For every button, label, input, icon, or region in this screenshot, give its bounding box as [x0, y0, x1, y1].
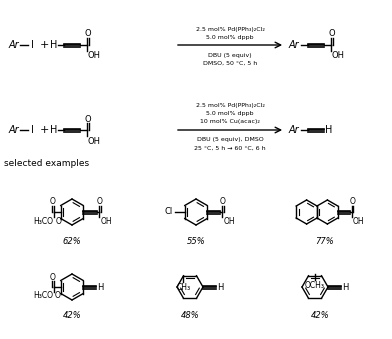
Text: O: O: [220, 198, 226, 206]
Text: I: I: [31, 40, 33, 50]
Text: H₃CO: H₃CO: [34, 217, 54, 225]
Text: O: O: [328, 29, 335, 39]
Text: Ar: Ar: [289, 40, 299, 50]
Text: H: H: [50, 40, 58, 50]
Text: H: H: [50, 125, 58, 135]
Text: 48%: 48%: [181, 311, 200, 319]
Text: H₃CO: H₃CO: [34, 292, 54, 300]
Text: +: +: [39, 40, 49, 50]
Text: 25 °C, 5 h → 60 °C, 6 h: 25 °C, 5 h → 60 °C, 6 h: [194, 145, 266, 151]
Text: 42%: 42%: [310, 311, 329, 319]
Text: OH: OH: [332, 52, 345, 60]
Text: DMSO, 50 °C, 5 h: DMSO, 50 °C, 5 h: [203, 60, 257, 65]
Text: 5.0 mol% dppb: 5.0 mol% dppb: [206, 35, 254, 40]
Text: O: O: [85, 115, 91, 123]
Text: 2.5 mol% Pd(PPh₃)₂Cl₂: 2.5 mol% Pd(PPh₃)₂Cl₂: [196, 26, 265, 32]
Text: OH: OH: [88, 137, 101, 145]
Text: Cl: Cl: [165, 207, 173, 217]
Text: 55%: 55%: [187, 238, 205, 246]
Text: 77%: 77%: [316, 238, 334, 246]
Text: CH₃: CH₃: [176, 283, 191, 292]
Text: H: H: [325, 125, 333, 135]
Text: selected examples: selected examples: [4, 159, 89, 167]
Text: Ar: Ar: [9, 125, 19, 135]
Text: 5.0 mol% dppb: 5.0 mol% dppb: [206, 112, 254, 117]
Text: O: O: [55, 217, 61, 225]
Text: O: O: [97, 198, 103, 206]
Text: 10 mol% Cu(acac)₂: 10 mol% Cu(acac)₂: [200, 120, 260, 124]
Text: DBU (5 equiv), DMSO: DBU (5 equiv), DMSO: [197, 138, 263, 142]
Text: O: O: [50, 198, 56, 206]
Text: 2.5 mol% Pd(PPh₃)₂Cl₂: 2.5 mol% Pd(PPh₃)₂Cl₂: [196, 103, 265, 108]
Text: H: H: [97, 282, 103, 292]
Text: O: O: [50, 273, 56, 281]
Text: OH: OH: [88, 52, 101, 60]
Text: O: O: [85, 29, 91, 39]
Text: O: O: [55, 292, 61, 300]
Text: OH: OH: [100, 217, 112, 225]
Text: OH: OH: [223, 217, 235, 225]
Text: Ar: Ar: [9, 40, 19, 50]
Text: H: H: [217, 282, 223, 292]
Text: OCH₃: OCH₃: [305, 281, 325, 291]
Text: I: I: [31, 125, 33, 135]
Text: OH: OH: [353, 217, 365, 225]
Text: 62%: 62%: [63, 238, 82, 246]
Text: H: H: [342, 282, 348, 292]
Text: +: +: [39, 125, 49, 135]
Text: O: O: [349, 198, 355, 206]
Text: Ar: Ar: [289, 125, 299, 135]
Text: DBU (5 equiv): DBU (5 equiv): [208, 53, 252, 58]
Text: 42%: 42%: [63, 311, 82, 319]
